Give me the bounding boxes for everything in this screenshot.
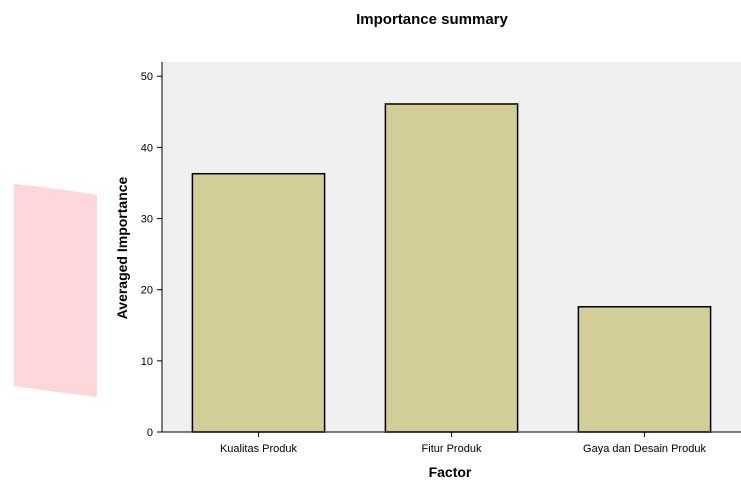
y-tick-label: 10 xyxy=(141,356,153,368)
x-axis: Kualitas Produk Fitur Produk Gaya dan Desa… xyxy=(162,431,741,455)
y-tick-label: 50 xyxy=(141,71,153,83)
y-tick-label: 30 xyxy=(141,214,153,226)
y-tick-label: 20 xyxy=(141,285,153,297)
x-tick-label: Kualitas Produk xyxy=(220,443,298,455)
bar xyxy=(577,306,712,433)
x-tick-label: Gaya dan Desain Produk xyxy=(583,443,706,455)
x-axis-label: Factor xyxy=(429,464,472,480)
y-tick-label: 0 xyxy=(147,427,153,439)
watermark-shape xyxy=(14,184,97,397)
y-tick-label: 40 xyxy=(141,142,153,154)
chart-title: Importance summary xyxy=(356,11,508,28)
bar xyxy=(384,103,519,433)
y-axis-label: Averaged Importance xyxy=(114,176,130,319)
bar xyxy=(191,172,326,433)
y-axis: 0 10 20 30 40 50 xyxy=(141,62,163,439)
x-tick-label: Fitur Produk xyxy=(422,443,482,455)
